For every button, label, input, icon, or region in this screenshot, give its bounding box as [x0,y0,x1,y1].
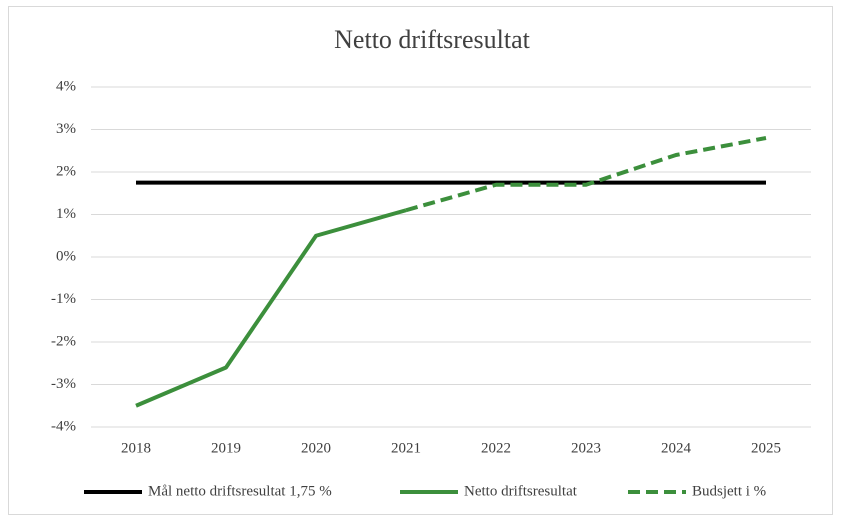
y-tick-label: 4% [56,78,76,94]
legend-label: Budsjett i % [692,483,766,499]
y-tick-label: 3% [56,121,76,137]
legend-label: Mål netto driftsresultat 1,75 % [148,483,332,499]
y-tick-label: 0% [56,248,76,264]
legend-label: Netto driftsresultat [464,483,578,499]
y-tick-label: -3% [51,376,76,392]
x-tick-label: 2025 [751,440,781,456]
y-tick-label: 1% [56,206,76,222]
chart-border [8,6,833,515]
x-tick-label: 2024 [661,440,692,456]
x-tick-label: 2022 [481,440,511,456]
x-tick-label: 2021 [391,440,421,456]
y-tick-label: -1% [51,291,76,307]
x-tick-label: 2019 [211,440,241,456]
series-line [135,208,407,408]
y-tick-label: 2% [56,163,76,179]
x-tick-label: 2018 [121,440,151,456]
chart-title: Netto driftsresultat [334,25,530,54]
y-tick-label: -4% [51,418,76,434]
series-line [405,136,767,213]
x-tick-label: 2023 [571,440,601,456]
y-tick-label: -2% [51,333,76,349]
x-tick-label: 2020 [301,440,331,456]
